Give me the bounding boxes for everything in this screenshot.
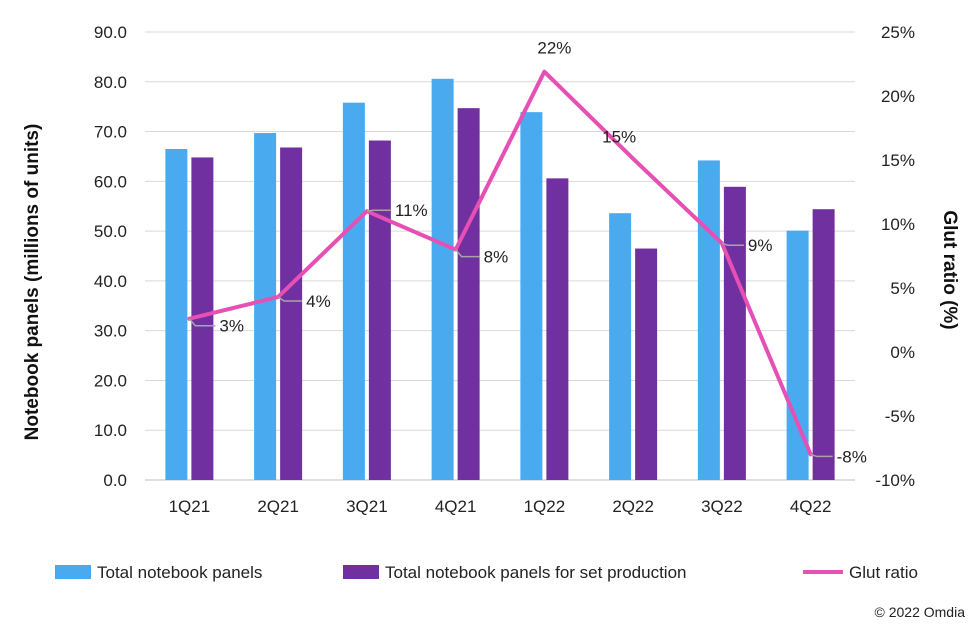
bar-total-panels-1Q22 [520,112,543,481]
legend-label-glut-ratio: Glut ratio [849,563,918,582]
bar-total-panels-4Q21 [431,78,454,481]
x-tick-label: 1Q22 [524,497,566,516]
glut-ratio-label-2Q21: 4% [306,292,331,311]
label-leader-line [366,209,391,212]
bar-set-production-4Q22 [812,209,835,480]
y-axis-right-title: Glut ratio (%) [939,210,960,329]
bar-total-panels-4Q22 [786,230,809,480]
label-leader-line [277,296,303,302]
label-leader-line [810,453,833,458]
x-axis-ticks: 1Q21 2Q21 3Q21 4Q21 1Q22 2Q22 3Q22 4Q22 [169,497,832,516]
x-tick-label: 1Q21 [169,497,211,516]
data-labels: 3% 4% 11% 8% 22% 15% 9% -8% [188,39,867,466]
glut-ratio-line-group [187,69,813,457]
bar-total-panels-1Q21 [165,148,188,480]
x-tick-label: 4Q21 [435,497,477,516]
glut-ratio-label-1Q22: 22% [537,39,571,58]
x-tick-label: 3Q22 [701,497,743,516]
bar-total-panels-3Q22 [697,160,720,480]
y-tick-label: 30.0 [94,322,127,341]
bar-total-panels-2Q22 [609,213,632,481]
bar-set-production-1Q21 [191,157,214,480]
glut-ratio-label-3Q22: 9% [748,236,773,255]
y2-tick-label: 10% [881,215,915,234]
bars [165,78,835,481]
y-tick-label: 80.0 [94,73,127,92]
bar-set-production-4Q21 [457,108,480,480]
y2-tick-label: 5% [890,279,915,298]
y2-tick-label: 0% [890,343,915,362]
glut-ratio-label-4Q22: -8% [837,447,867,466]
legend-swatch-total-panels [55,565,91,579]
bar-set-production-2Q22 [635,248,658,480]
legend-swatch-set-production [343,565,379,579]
y2-tick-label: 25% [881,23,915,42]
y-tick-label: 90.0 [94,23,127,42]
glut-ratio-label-4Q21: 8% [484,248,509,267]
y-axis-left-ticks: 0.0 10.0 20.0 30.0 40.0 50.0 60.0 70.0 80.0 90.0 [94,23,127,490]
glut-ratio-label-1Q21: 3% [219,317,244,336]
glut-ratio-line [187,69,813,457]
y-tick-label: 50.0 [94,222,127,241]
legend-label-total-panels: Total notebook panels [97,563,262,582]
x-tick-label: 3Q21 [346,497,388,516]
x-tick-label: 4Q22 [790,497,832,516]
bar-total-panels-2Q21 [254,133,277,480]
glut-ratio-label-3Q21: 11% [395,201,428,220]
glut-ratio-label-2Q22: 15% [602,128,636,147]
bar-total-panels-3Q21 [342,102,365,480]
y-axis-right-ticks: -10% -5% 0% 5% 10% 15% 20% 25% [875,23,915,490]
y2-tick-label: 15% [881,151,915,170]
y-axis-left-title: Notebook panels (millions of units) [22,124,43,441]
x-tick-label: 2Q21 [257,497,299,516]
y-tick-label: 10.0 [94,421,127,440]
copyright-text: © 2022 Omdia [875,604,966,620]
bar-set-production-2Q21 [280,147,303,481]
label-leader-line [188,318,216,327]
bar-set-production-3Q22 [723,186,746,480]
x-tick-label: 2Q22 [612,497,654,516]
y-tick-label: 70.0 [94,123,127,142]
bar-set-production-1Q22 [546,178,569,480]
label-leader-line [455,249,480,258]
y-tick-label: 20.0 [94,371,127,390]
legend-label-set-production: Total notebook panels for set production [385,563,686,582]
label-leader-line [721,242,744,246]
y-tick-label: 40.0 [94,272,127,291]
y-tick-label: 60.0 [94,172,127,191]
legend: Total notebook panels Total notebook pane… [55,563,918,582]
y2-tick-label: -5% [885,407,915,426]
bar-set-production-3Q21 [368,140,391,480]
y-tick-label: 0.0 [103,471,127,490]
y2-tick-label: 20% [881,87,915,106]
y2-tick-label: -10% [875,471,915,490]
